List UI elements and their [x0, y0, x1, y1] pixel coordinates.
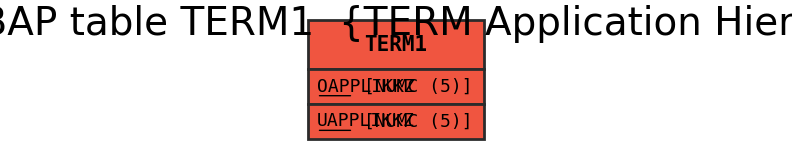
- FancyBboxPatch shape: [308, 69, 484, 104]
- FancyBboxPatch shape: [308, 104, 484, 139]
- FancyBboxPatch shape: [308, 20, 484, 69]
- Text: SAP ABAP table TERM1  {TERM Application Hierarchy}: SAP ABAP table TERM1 {TERM Application H…: [0, 5, 792, 43]
- Text: TERM1: TERM1: [364, 34, 428, 55]
- Text: OAPPLIKKZ: OAPPLIKKZ: [317, 78, 414, 96]
- Text: [NUMC (5)]: [NUMC (5)]: [353, 78, 473, 96]
- Text: [NUMC (5)]: [NUMC (5)]: [353, 112, 473, 130]
- Text: UAPPLIKKZ: UAPPLIKKZ: [317, 112, 414, 130]
